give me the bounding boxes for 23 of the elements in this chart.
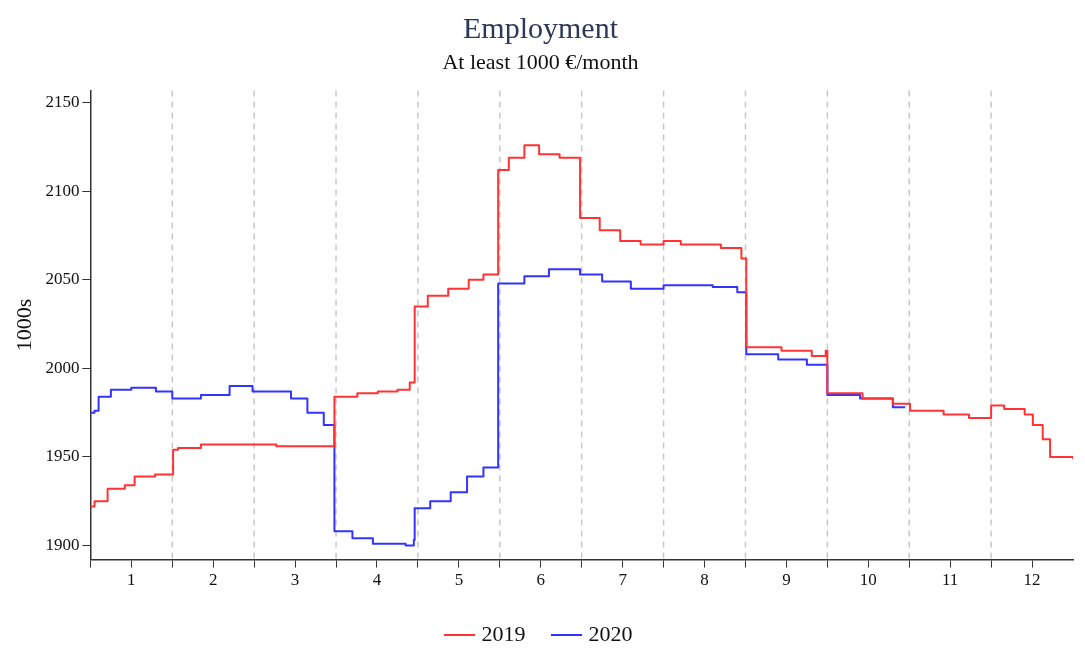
x-tick-label: 8 — [700, 570, 709, 590]
y-tick-label: 1900 — [45, 534, 80, 554]
x-tick-label: 11 — [941, 570, 959, 590]
x-tick-label: 6 — [536, 570, 546, 590]
x-tick-label: 4 — [372, 570, 382, 590]
legend-label: 2019 — [481, 620, 526, 646]
x-tick-label: 12 — [1023, 570, 1041, 590]
x-tick-label: 1 — [127, 570, 136, 590]
x-tick-label: 9 — [782, 570, 791, 590]
x-tick-label: 3 — [290, 570, 300, 590]
x-tick-label: 7 — [618, 570, 628, 590]
y-tick-label: 1950 — [45, 446, 80, 466]
y-tick-label: 2000 — [45, 357, 80, 377]
x-tick-label: 5 — [454, 570, 464, 590]
y-axis-title: 1000s — [10, 298, 36, 352]
x-tick-label: 10 — [859, 570, 877, 590]
chart-title: Employment — [463, 10, 619, 44]
y-tick-label: 2100 — [45, 180, 80, 200]
chart-subtitle: At least 1000 €/month — [442, 48, 639, 74]
y-tick-label: 2150 — [45, 92, 80, 112]
legend-label: 2020 — [588, 620, 633, 646]
y-tick-label: 2050 — [45, 269, 80, 289]
x-tick-label: 2 — [208, 570, 218, 590]
